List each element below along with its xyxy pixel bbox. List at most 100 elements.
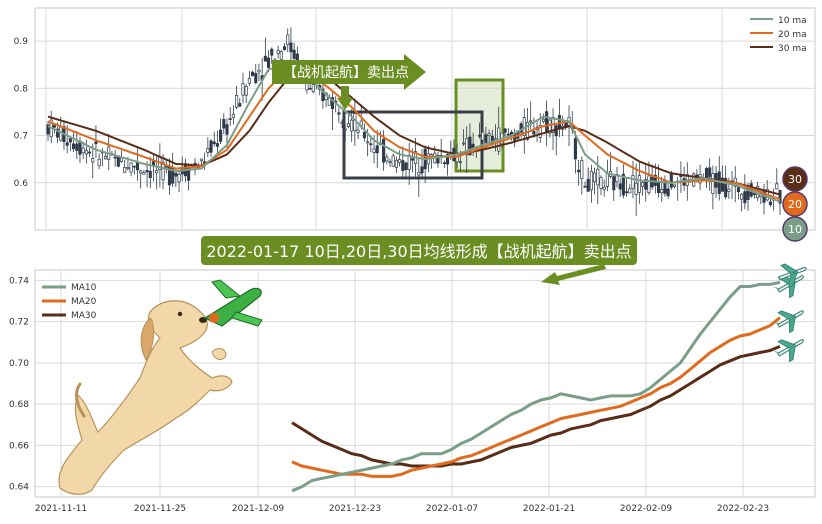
arrow-label: 【战机起航】卖出点 [283,65,409,81]
airplane-tail [772,286,780,290]
candle-body [81,147,85,154]
candle-body [641,182,645,187]
candle-body [238,103,242,107]
candle-body [129,162,133,173]
candle-body [215,143,219,147]
candle-body [631,175,635,189]
legend-label-30ma: 30 ma [778,44,807,54]
candle-body [88,151,92,154]
toy-plane-fuselage [203,287,262,327]
candle-body [644,179,648,190]
candle-body [356,129,360,133]
candle-body [340,122,344,125]
candle-body [618,183,622,190]
candle-body [666,188,670,197]
airplane-tail [772,321,780,325]
candle-body [708,167,712,178]
candle-body [369,143,373,146]
candle-body [119,157,124,162]
toy-plane-propeller [209,313,219,323]
line-MA20 [291,316,781,478]
candle-body [596,168,600,186]
candle-body [468,136,472,156]
candle-body [484,134,488,144]
candle-body [660,189,664,194]
candle-body [385,156,389,162]
candle-body [477,134,482,137]
candle-body [212,141,216,145]
candle-body [68,138,72,143]
candle-body [270,48,274,56]
candle-body [251,71,255,77]
candle-body [589,170,593,191]
candle-body [634,182,638,195]
dog-eye [177,311,183,317]
candle-body [557,114,561,128]
bottom-x-tick-label: 2022-02-23 [717,504,769,514]
candle-body [401,160,405,171]
legend-label-MA10: MA10 [71,283,97,293]
badge-20-label: 20 [788,198,802,211]
candle-body [593,172,597,183]
candle-body [91,158,95,163]
airplane-icon [772,339,804,363]
candle-body [321,88,325,102]
bottom-x-tick-labels: 2021-11-11 2021-11-25 2021-12-09 2021-12-23… [35,504,769,514]
top-grid [35,8,815,230]
top-y-tick-labels: 0.6 0.7 0.8 0.9 [14,37,29,189]
bottom-x-tick-label: 2021-11-11 [35,504,87,514]
top-ma-lines [47,63,781,203]
candle-body [724,178,728,198]
candle-body [602,186,606,190]
candle-body [372,148,376,153]
candle-body [126,167,130,170]
candle-body [417,172,421,176]
candle-body [228,118,232,120]
candle-body [206,148,210,153]
candle-body [174,172,178,177]
candle-body [209,140,213,153]
badge-30-circle [782,166,808,192]
candle-body [366,141,370,144]
badge-30-label: 30 [788,173,802,186]
candle-body [446,153,450,165]
candle-body [231,113,235,118]
banner-box [201,236,637,265]
bottom-legend: MA10 MA20 MA30 [42,283,97,321]
bottom-y-tick-label: 0.72 [9,318,29,328]
bottom-y-tick-label: 0.66 [9,441,29,451]
top-y-tick-label: 0.7 [14,132,28,142]
airplane-wing-top [777,339,796,349]
candle-body [279,51,283,60]
candle-body [276,50,280,54]
airplane-icon [772,310,804,334]
candle-body [391,155,395,167]
candle-body [244,86,248,96]
airplane-wing-bottom [788,344,796,363]
line-30ma [47,73,781,196]
candle-body [720,177,725,192]
sell-point-arrow-annotation: 【战机起航】卖出点 [272,54,426,110]
candle-body [46,124,50,135]
dog-tail [75,382,86,418]
candle-body [458,161,462,164]
candle-body [308,87,312,90]
bottom-x-tick-label: 2022-01-07 [426,504,478,514]
candle-body [132,165,136,168]
candle-body [625,191,629,194]
candle-body [289,42,293,53]
line-20ma [47,68,781,201]
candle-body [145,170,149,173]
candle-body [362,131,367,139]
legend-label-MA20: MA20 [71,297,97,307]
candle-body [541,118,546,123]
candle-body [586,178,590,192]
top-y-tick-label: 0.6 [14,179,29,189]
candle-body [410,158,414,161]
candle-body [292,49,296,59]
candle-body [404,162,408,170]
candle-body [538,124,542,138]
legend-label-10ma: 10 ma [778,16,807,26]
candle-body [637,175,641,193]
airplane-icons [772,263,807,363]
